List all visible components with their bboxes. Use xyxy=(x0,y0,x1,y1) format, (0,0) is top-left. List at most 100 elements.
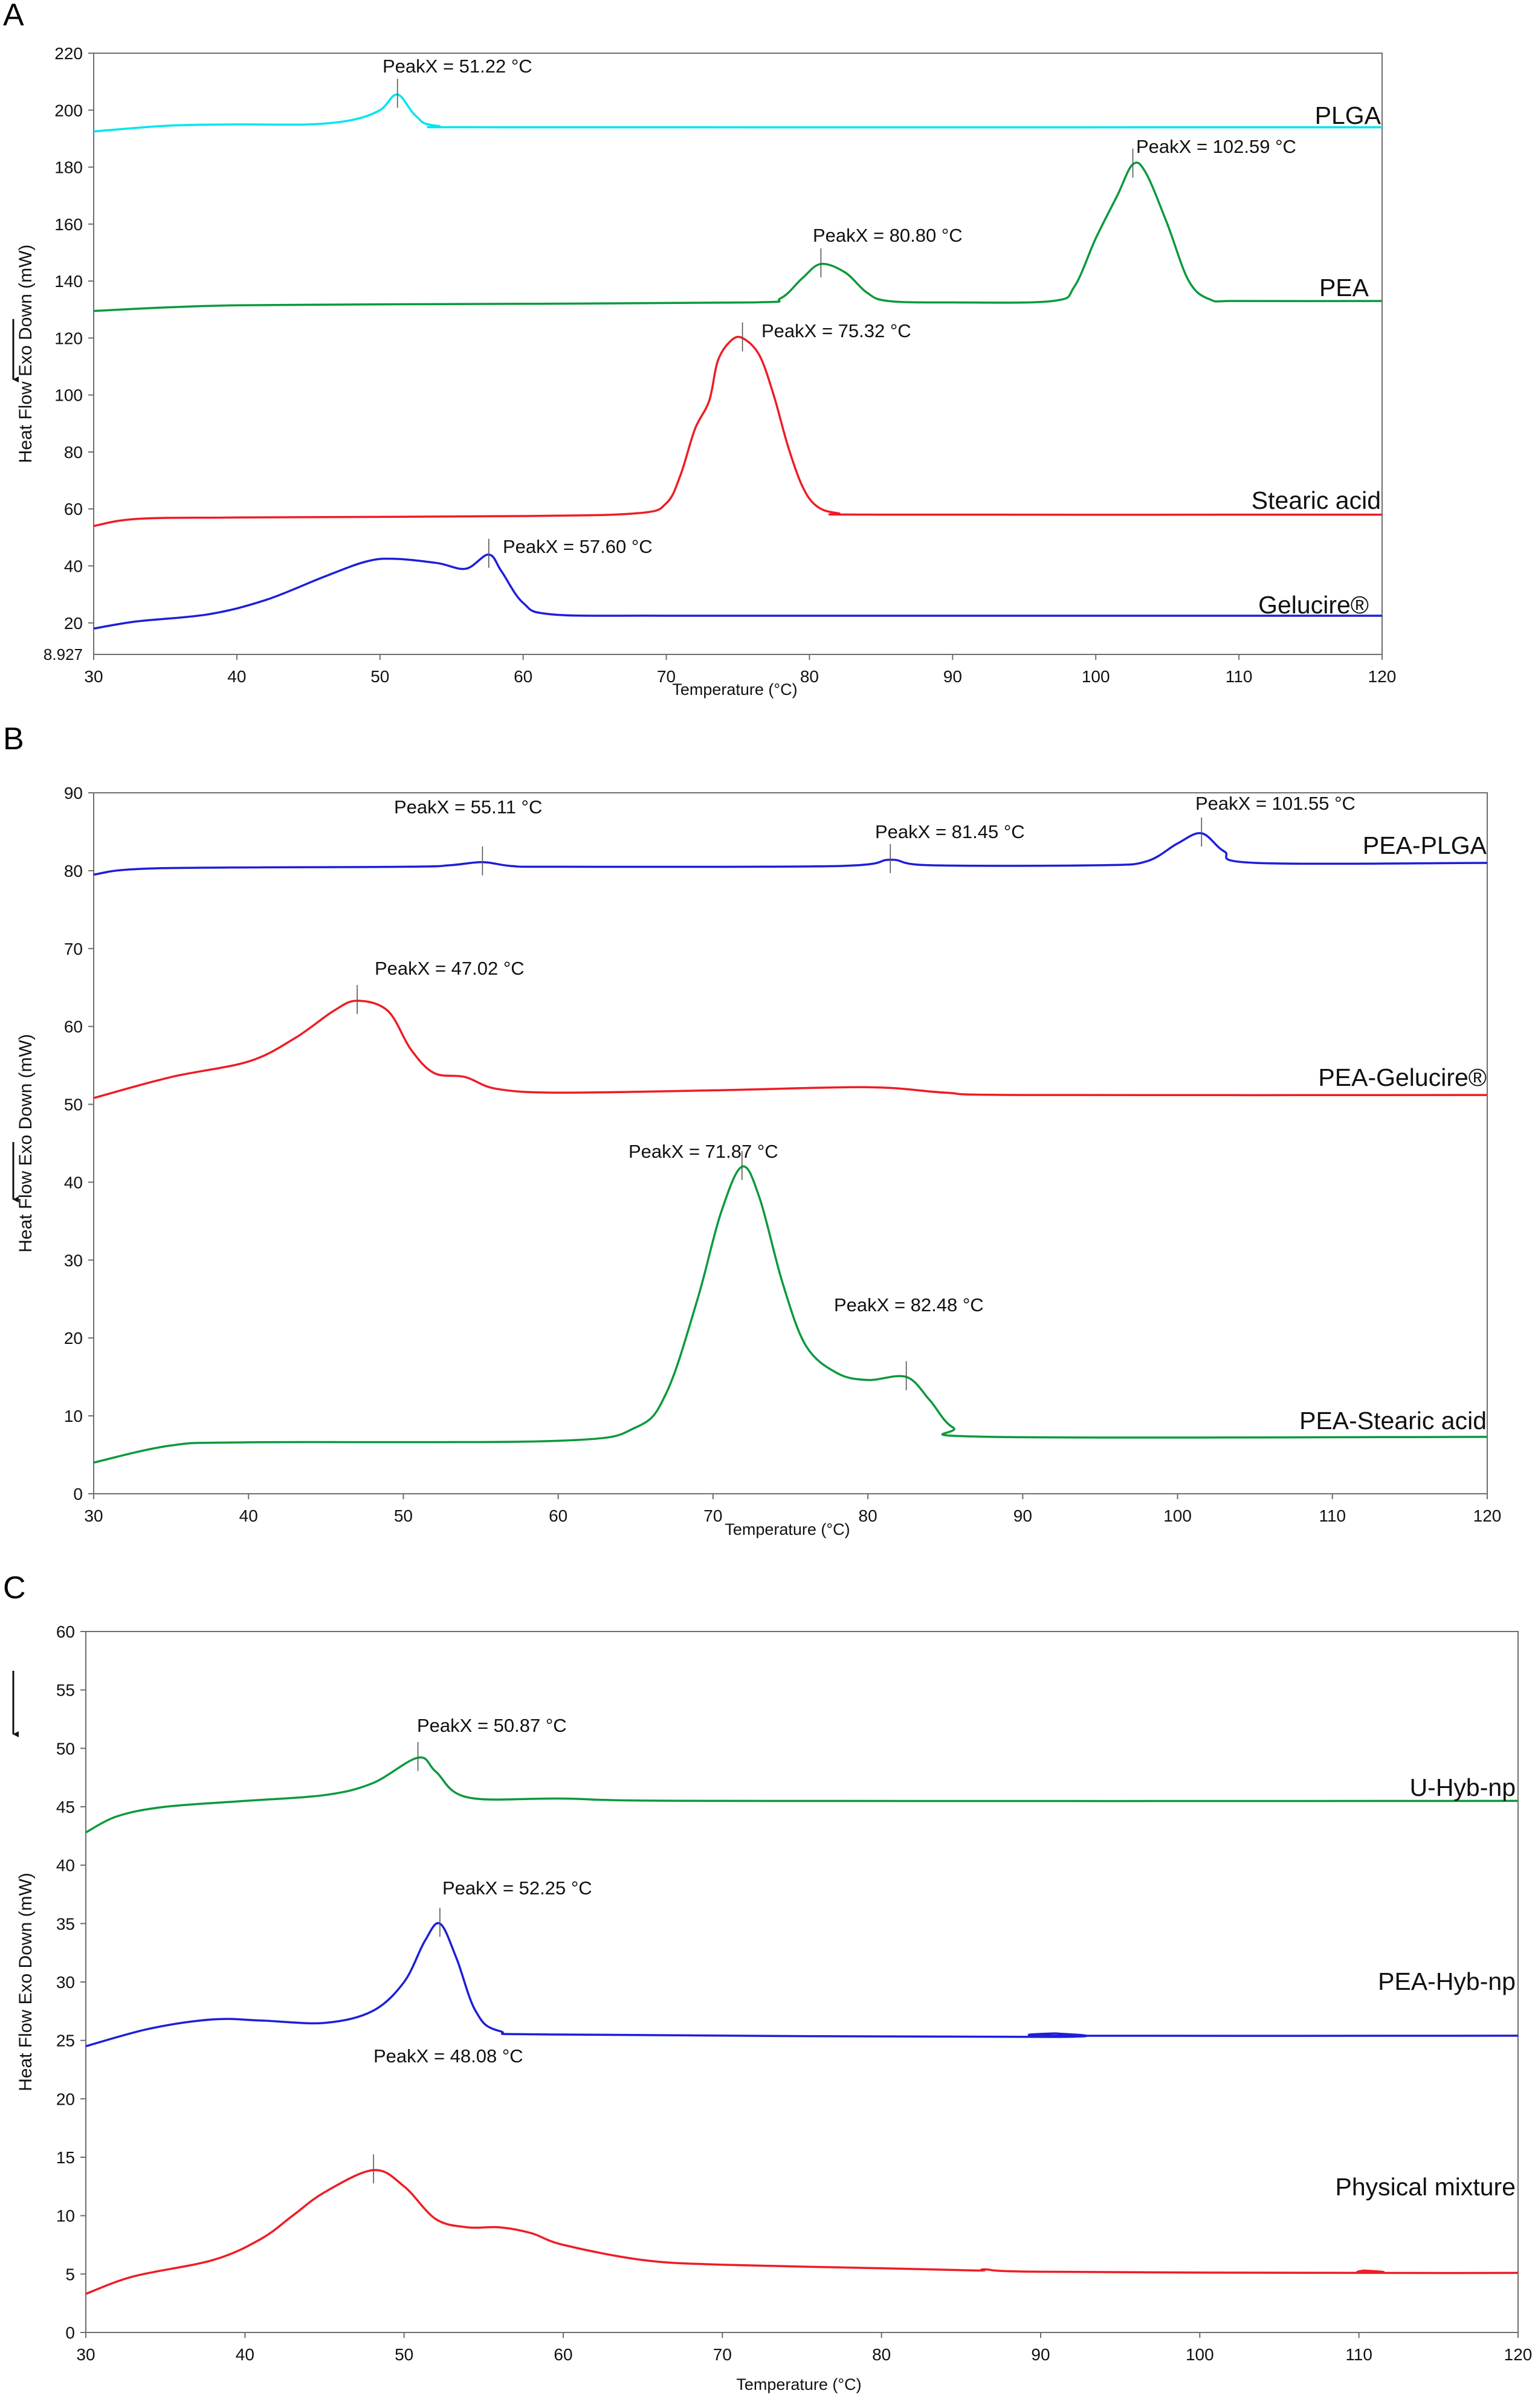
y-tick-label: 90 xyxy=(64,784,83,802)
panel-label: A xyxy=(3,0,24,33)
peak-annotation: PeakX = 50.87 °C xyxy=(417,1715,567,1736)
x-tick-label: 40 xyxy=(227,667,246,686)
peak-annotation: PeakX = 71.87 °C xyxy=(628,1141,778,1162)
x-tick-label: 70 xyxy=(703,1506,722,1525)
peak-annotation: PeakX = 82.48 °C xyxy=(834,1294,984,1315)
y-tick-label: 30 xyxy=(56,1973,75,1992)
peak-annotation: PeakX = 75.32 °C xyxy=(761,320,911,341)
plot-frame xyxy=(85,1631,1519,2333)
x-tick-label: 80 xyxy=(872,2345,891,2364)
y-tick-label: 40 xyxy=(64,1173,83,1192)
x-tick-label: 100 xyxy=(1186,2345,1214,2364)
series-line-pea-gelucire xyxy=(93,999,1488,1099)
y-tick-label: 50 xyxy=(56,1739,75,1758)
peak-annotation: PeakX = 48.08 °C xyxy=(373,2045,523,2067)
x-tick-label: 40 xyxy=(236,2345,254,2364)
peak-annotation: PeakX = 80.80 °C xyxy=(813,225,963,246)
y-tick-label: 60 xyxy=(56,1622,75,1641)
chart-panel-b: B 0 10 20 30 40 50 60 70 80 90 30 40 50 60 70 80 90 100 110… xyxy=(3,721,1501,1538)
y-tick-label: 55 xyxy=(56,1681,75,1700)
peak-annotation: PeakX = 55.11 °C xyxy=(394,796,542,818)
y-tick-label: 10 xyxy=(64,1407,83,1425)
chart-panel-c: C 0 5 10 15 20 25 30 35 40 45 50 55 60 30 40 50 60 70 80 90 1… xyxy=(3,1570,1532,2393)
y-tick-label: 80 xyxy=(64,862,83,880)
y-tick-label: 20 xyxy=(64,1329,83,1348)
series-label: U-Hyb-np xyxy=(1410,1774,1516,1801)
x-tick-label: 50 xyxy=(370,667,389,686)
x-tick-label: 100 xyxy=(1082,667,1110,686)
y-tick-label: 40 xyxy=(64,557,83,576)
x-tick-label: 90 xyxy=(943,667,962,686)
y-tick-label: 140 xyxy=(54,272,83,291)
peak-annotation: PeakX = 47.02 °C xyxy=(375,958,525,979)
x-axis-title: Temperature (°C) xyxy=(736,2375,861,2393)
series-line-gelucire xyxy=(93,553,1382,630)
x-tick-label: 80 xyxy=(859,1506,877,1525)
peak-annotation: PeakX = 81.45 °C xyxy=(875,821,1025,842)
series-label: PEA-PLGA xyxy=(1363,831,1487,859)
y-tick-label: 20 xyxy=(56,2090,75,2108)
y-tick-label: 5 xyxy=(65,2265,75,2284)
y-tick-label: 60 xyxy=(64,1018,83,1036)
plot-frame xyxy=(93,792,1488,1494)
y-tick-label: 100 xyxy=(54,386,83,405)
peak-annotation: PeakX = 52.25 °C xyxy=(442,1877,592,1899)
x-tick-label: 30 xyxy=(84,1506,103,1525)
x-tick-label: 30 xyxy=(76,2345,95,2364)
peak-annotation: PeakX = 101.55 °C xyxy=(1195,793,1355,814)
series-line-pea-stearic-acid xyxy=(93,1165,1488,1464)
series-line-plga xyxy=(93,93,1383,133)
series-label: Physical mixture xyxy=(1336,2173,1516,2201)
x-axis-title: Temperature (°C) xyxy=(725,1520,850,1538)
y-tick-label: 180 xyxy=(54,158,83,177)
series-label: PEA xyxy=(1319,274,1369,302)
plot-frame xyxy=(93,53,1383,655)
y-tick-label: 25 xyxy=(56,2032,75,2050)
x-tick-label: 120 xyxy=(1473,1506,1502,1525)
series-label: PEA-Hyb-np xyxy=(1378,1967,1516,1995)
x-tick-label: 110 xyxy=(1345,2345,1372,2364)
x-tick-label: 70 xyxy=(657,667,676,686)
x-tick-label: 60 xyxy=(549,1506,567,1525)
peak-annotation: PeakX = 57.60 °C xyxy=(503,536,653,557)
series-label: Gelucire® xyxy=(1258,591,1369,619)
x-tick-label: 30 xyxy=(84,667,103,686)
y-tick-label: 60 xyxy=(64,500,83,518)
series-line-physical-mixture xyxy=(85,2169,1519,2295)
y-tick-label: 0 xyxy=(65,2323,75,2342)
y-tick-label: 200 xyxy=(54,101,83,120)
y-tick-label: 80 xyxy=(64,443,83,462)
x-tick-label: 80 xyxy=(800,667,819,686)
series-label: Stearic acid xyxy=(1252,486,1381,514)
series-line-stearic-acid xyxy=(93,335,1383,528)
y-tick-label: 220 xyxy=(54,44,83,63)
series-line-pea-hyb-np xyxy=(85,1922,1519,2047)
x-tick-label: 110 xyxy=(1319,1506,1346,1525)
panel-label: C xyxy=(3,1570,26,1606)
x-tick-label: 110 xyxy=(1226,667,1253,686)
x-tick-label: 50 xyxy=(395,2345,413,2364)
y-axis-title: Heat Flow Exo Down (mW) xyxy=(16,1034,36,1253)
x-tick-label: 90 xyxy=(1013,1506,1032,1525)
series-label: PEA-Stearic acid xyxy=(1299,1407,1487,1435)
series-label: PLGA xyxy=(1315,102,1381,129)
y-tick-label: 10 xyxy=(56,2207,75,2226)
y-tick-label: 15 xyxy=(56,2148,75,2167)
peak-annotation: PeakX = 102.59 °C xyxy=(1136,136,1296,157)
panel-label: B xyxy=(3,721,24,757)
x-tick-label: 60 xyxy=(514,667,532,686)
y-min-label: 8.927 xyxy=(44,645,83,663)
series-line-pea-plga xyxy=(93,832,1488,876)
x-axis-title: Temperature (°C) xyxy=(672,680,797,699)
y-axis-title: Heat Flow Exo Down (mW) xyxy=(16,245,36,463)
x-tick-label: 60 xyxy=(554,2345,572,2364)
y-tick-label: 50 xyxy=(64,1096,83,1114)
y-tick-label: 30 xyxy=(64,1251,83,1270)
y-tick-label: 160 xyxy=(54,215,83,234)
series-line-pea xyxy=(93,161,1383,312)
y-tick-label: 70 xyxy=(64,940,83,958)
series-label: PEA-Gelucire® xyxy=(1318,1064,1487,1091)
x-tick-label: 70 xyxy=(713,2345,732,2364)
